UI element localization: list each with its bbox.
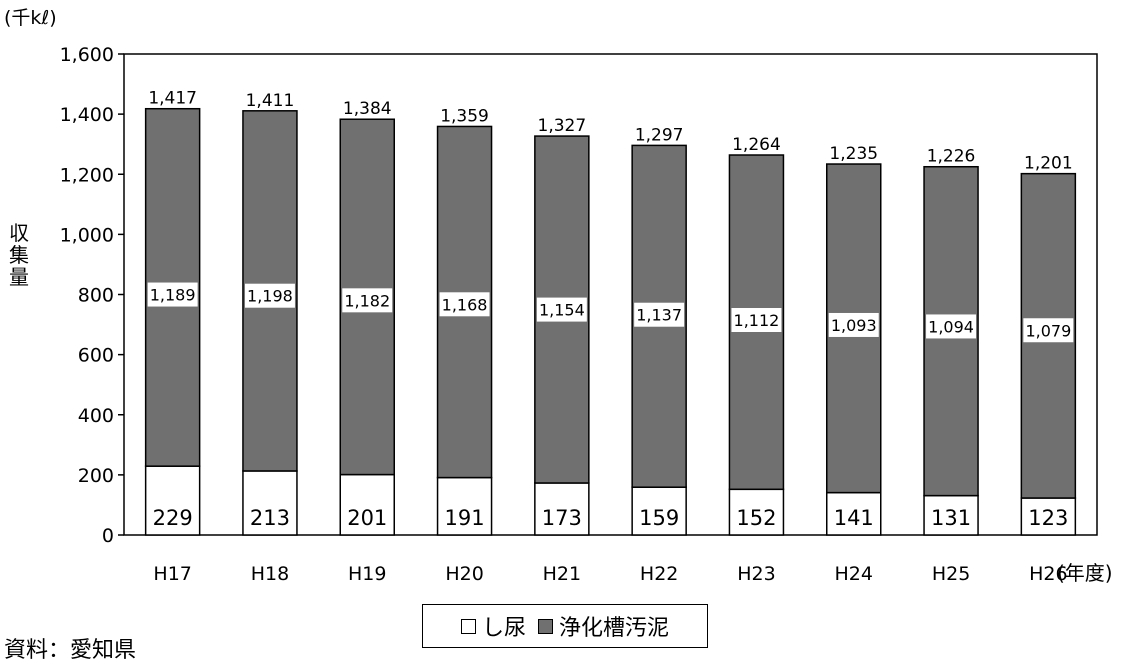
- legend-item-johkaso: 浄化槽汚泥: [538, 610, 669, 642]
- x-suffix-label: (年度): [1057, 561, 1113, 585]
- bar-shinyo: [436, 476, 493, 536]
- y-tick-label: 1,200: [60, 164, 114, 186]
- bar-shinyo: [923, 494, 979, 536]
- x-tick-label: H17: [153, 563, 191, 585]
- bar-shinyo: [242, 470, 298, 536]
- total-label: 1,235: [829, 144, 878, 164]
- y-tick-label: 1,400: [60, 104, 114, 126]
- johkaso-label-bg: [731, 308, 782, 333]
- y-unit-label: (千kℓ): [4, 7, 57, 29]
- johkaso-value-label: 1,168: [442, 295, 488, 314]
- johkaso-value-label: 1,198: [247, 287, 293, 306]
- x-tick-label: H21: [543, 563, 581, 585]
- bar-shinyo: [339, 473, 395, 536]
- johkaso-label-bg: [634, 302, 685, 327]
- legend-item-shinyo: し尿: [460, 610, 526, 642]
- legend-swatch-shinyo: [460, 618, 476, 634]
- total-label: 1,411: [246, 91, 295, 111]
- y-axis-label-char: 収: [9, 221, 29, 245]
- shinyo-value-label: 191: [445, 506, 485, 530]
- x-tick-label: H26: [1029, 563, 1067, 585]
- johkaso-value-label: 1,093: [831, 316, 877, 335]
- x-tick-label: H22: [640, 563, 678, 585]
- total-label: 1,384: [343, 99, 392, 119]
- johkaso-label-bg: [1023, 318, 1074, 343]
- x-tick-label: H19: [348, 563, 386, 585]
- johkaso-label-bg: [536, 297, 587, 322]
- x-tick-label: H25: [932, 563, 970, 585]
- x-tick-label: H23: [737, 563, 775, 585]
- johkaso-label-bg: [439, 292, 490, 317]
- y-tick-label: 1,600: [60, 44, 114, 66]
- johkaso-label-bg: [926, 314, 977, 339]
- johkaso-label-bg: [828, 312, 879, 337]
- shinyo-value-label: 173: [542, 506, 582, 530]
- x-tick-label: H24: [835, 563, 873, 585]
- johkaso-value-label: 1,079: [1025, 321, 1071, 340]
- shinyo-value-label: 159: [639, 506, 679, 530]
- bar-shinyo: [826, 491, 882, 536]
- total-label: 1,327: [538, 116, 587, 136]
- total-label: 1,417: [148, 89, 197, 109]
- shinyo-value-label: 141: [834, 506, 874, 530]
- johkaso-value-label: 1,112: [734, 311, 780, 330]
- shinyo-value-label: 201: [347, 506, 387, 530]
- y-tick-label: 800: [78, 285, 114, 307]
- y-axis-label-char: 量: [9, 265, 29, 289]
- source-note: 資料：愛知県: [4, 638, 137, 663]
- legend-label-johkaso: 浄化槽汚泥: [559, 616, 670, 641]
- johkaso-label-bg: [244, 283, 295, 308]
- shinyo-value-label: 123: [1028, 506, 1068, 530]
- y-tick-label: 600: [78, 345, 114, 367]
- legend-swatch-johkaso: [538, 618, 553, 634]
- johkaso-value-label: 1,182: [344, 291, 390, 310]
- johkaso-label-bg: [147, 282, 198, 307]
- johkaso-value-label: 1,154: [539, 301, 585, 320]
- stacked-bar-chart: 0 200 400 600 800 1,000 1,200 1,400 1,600(千kℓ) 収集…: [4, 7, 1113, 585]
- total-label: 1,226: [927, 147, 976, 167]
- y-axis-label-char: 集: [9, 243, 29, 267]
- total-label: 1,201: [1024, 154, 1073, 174]
- shinyo-value-label: 229: [153, 506, 193, 530]
- bar-shinyo: [144, 465, 201, 536]
- y-tick-label: 0: [102, 525, 114, 547]
- johkaso-value-label: 1,137: [636, 306, 682, 325]
- y-tick-label: 1,000: [60, 224, 114, 246]
- bar-shinyo: [534, 482, 590, 536]
- johkaso-value-label: 1,094: [928, 317, 974, 336]
- legend: し尿 浄化槽汚泥: [422, 604, 708, 648]
- x-tick-label: H18: [251, 563, 289, 585]
- legend-label-shinyo: し尿: [481, 616, 526, 641]
- shinyo-value-label: 213: [250, 506, 290, 530]
- total-label: 1,297: [635, 125, 684, 145]
- total-label: 1,359: [440, 106, 489, 126]
- johkaso-value-label: 1,189: [150, 286, 196, 305]
- shinyo-value-label: 131: [931, 506, 971, 530]
- shinyo-value-label: 152: [736, 506, 776, 530]
- total-label: 1,264: [732, 135, 781, 155]
- y-tick-label: 400: [78, 405, 114, 427]
- x-tick-label: H20: [445, 563, 483, 585]
- y-tick-label: 200: [78, 465, 114, 487]
- johkaso-label-bg: [342, 288, 393, 313]
